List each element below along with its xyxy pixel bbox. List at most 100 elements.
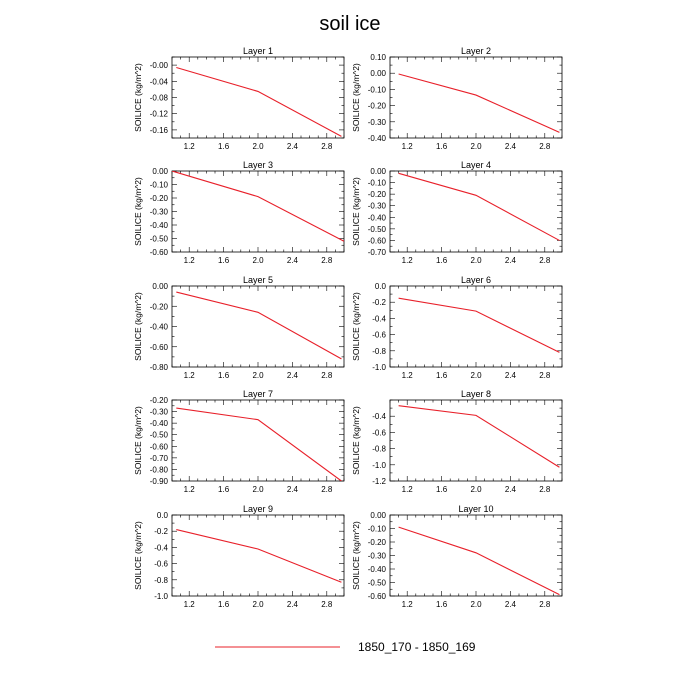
series-line-1850-170-minus-1850-169 [176,529,342,583]
x-tick-label: 2.4 [287,142,299,151]
y-axis-label: SOILICE (kg/m^2) [133,521,143,590]
panel-layer-5: Layer 5 SOILICE (kg/m^2) 1.2 1.6 2.0 2.4 2.8 0.… [133,275,345,380]
x-tick-label: 1.2 [402,256,414,265]
y-tick-label: -0.6 [154,560,168,569]
y-tick-label: -0.20 [368,538,387,547]
y-tick-label: -0.10 [368,85,387,94]
series-line-1850-170-minus-1850-169 [398,297,560,353]
series-line-1850-170-minus-1850-169 [398,73,560,133]
x-tick-label: 1.2 [402,600,414,609]
y-axis-label: SOILICE (kg/m^2) [351,63,361,132]
x-tick-label: 2.0 [470,485,482,494]
plot-frame [389,285,563,368]
y-tick-label: -0.20 [368,190,387,199]
x-tick-label: 2.0 [252,600,264,609]
x-tick-label: 1.6 [436,600,448,609]
y-tick-label: -0.70 [368,248,387,257]
plot-frame [171,56,345,139]
plot-frame [389,170,563,253]
series-line-1850-170-minus-1850-169 [398,172,560,241]
x-tick-label: 2.0 [470,256,482,265]
y-tick-label: -0.40 [368,134,387,143]
x-tick-label: 1.6 [436,256,448,265]
panel-grid: Layer 1 SOILICE (kg/m^2) 1.2 1.6 2.0 2.4 2.8 -0… [133,46,563,609]
y-tick-label: -0.60 [368,236,387,245]
y-tick-label: -0.12 [150,110,169,119]
figure-title: soil ice [319,13,380,35]
x-tick-label: 1.6 [436,371,448,380]
x-tick-label: 2.4 [287,600,299,609]
x-tick-label: 2.8 [539,256,551,265]
y-tick-label: -0.04 [150,77,169,86]
x-tick-label: 2.8 [539,371,551,380]
series-line-1850-170-minus-1850-169 [172,171,344,242]
panel-title: Layer 5 [243,275,273,285]
x-tick-label: 2.4 [505,256,517,265]
plot-frame [389,514,563,597]
x-tick-label: 2.0 [470,142,482,151]
y-tick-label: -0.4 [372,314,386,323]
y-tick-label: -0.8 [154,576,168,585]
x-tick-label: 1.2 [402,485,414,494]
y-tick-label: -0.2 [372,298,386,307]
x-tick-label: 2.4 [505,371,517,380]
y-axis-label: SOILICE (kg/m^2) [351,177,361,246]
y-tick-label: -0.30 [368,202,387,211]
plot-frame [171,399,345,482]
panel-title: Layer 7 [243,389,273,399]
panel-title: Layer 1 [243,46,273,56]
x-tick-label: 1.6 [218,256,230,265]
x-tick-label: 2.8 [539,142,551,151]
y-tick-label: -0.50 [150,235,169,244]
y-tick-label: -0.40 [150,419,169,428]
y-tick-label: -0.60 [368,592,387,601]
plot-frame [171,285,345,368]
series-line-1850-170-minus-1850-169 [176,407,342,481]
series-line-1850-170-minus-1850-169 [176,67,342,137]
y-tick-label: -0.60 [150,248,169,257]
x-tick-label: 1.2 [184,371,196,380]
x-tick-label: 2.8 [321,142,333,151]
y-tick-label: 0.00 [370,167,386,176]
y-tick-label: -0.40 [368,213,387,222]
panel-title: Layer 9 [243,504,273,514]
y-tick-label: -0.40 [150,323,169,332]
panel-title: Layer 4 [461,160,491,170]
panel-layer-2: Layer 2 SOILICE (kg/m^2) 1.2 1.6 2.0 2.4 2.8 0.… [351,46,563,151]
y-tick-label: -0.60 [150,442,169,451]
y-tick-label: -0.2 [154,527,168,536]
panel-title: Layer 3 [243,160,273,170]
x-tick-label: 2.8 [321,371,333,380]
y-tick-label: -0.20 [150,302,169,311]
panel-layer-7: Layer 7 SOILICE (kg/m^2) 1.2 1.6 2.0 2.4 2.8 -0… [133,389,345,494]
y-axis-label: SOILICE (kg/m^2) [133,292,143,361]
x-tick-label: 2.4 [287,256,299,265]
y-tick-label: -0.10 [368,525,387,534]
y-tick-label: -0.10 [150,181,169,190]
x-tick-label: 2.4 [505,485,517,494]
y-tick-label: -0.80 [150,363,169,372]
y-tick-label: -0.70 [150,454,169,463]
x-tick-label: 1.2 [184,142,196,151]
plot-frame [171,170,345,253]
panel-layer-3: Layer 3 SOILICE (kg/m^2) 1.2 1.6 2.0 2.4 2.8 0.… [133,160,345,265]
y-tick-label: -0.30 [368,118,387,127]
y-tick-label: 0.0 [375,282,387,291]
panel-layer-1: Layer 1 SOILICE (kg/m^2) 1.2 1.6 2.0 2.4 2.8 -0… [133,46,345,151]
y-tick-label: -0.90 [150,477,169,486]
x-tick-label: 2.0 [252,256,264,265]
y-tick-label: -0.8 [372,445,386,454]
x-tick-label: 1.2 [184,600,196,609]
x-tick-label: 1.2 [184,485,196,494]
y-tick-label: -0.50 [368,579,387,588]
y-tick-label: -0.6 [372,428,386,437]
y-tick-label: -0.80 [150,465,169,474]
y-axis-label: SOILICE (kg/m^2) [133,177,143,246]
x-tick-label: 2.8 [321,600,333,609]
x-tick-label: 1.2 [184,256,196,265]
plot-frame [171,514,345,597]
y-tick-label: -0.30 [150,208,169,217]
x-tick-label: 1.2 [402,371,414,380]
y-tick-label: -1.0 [372,363,386,372]
x-tick-label: 2.8 [321,256,333,265]
